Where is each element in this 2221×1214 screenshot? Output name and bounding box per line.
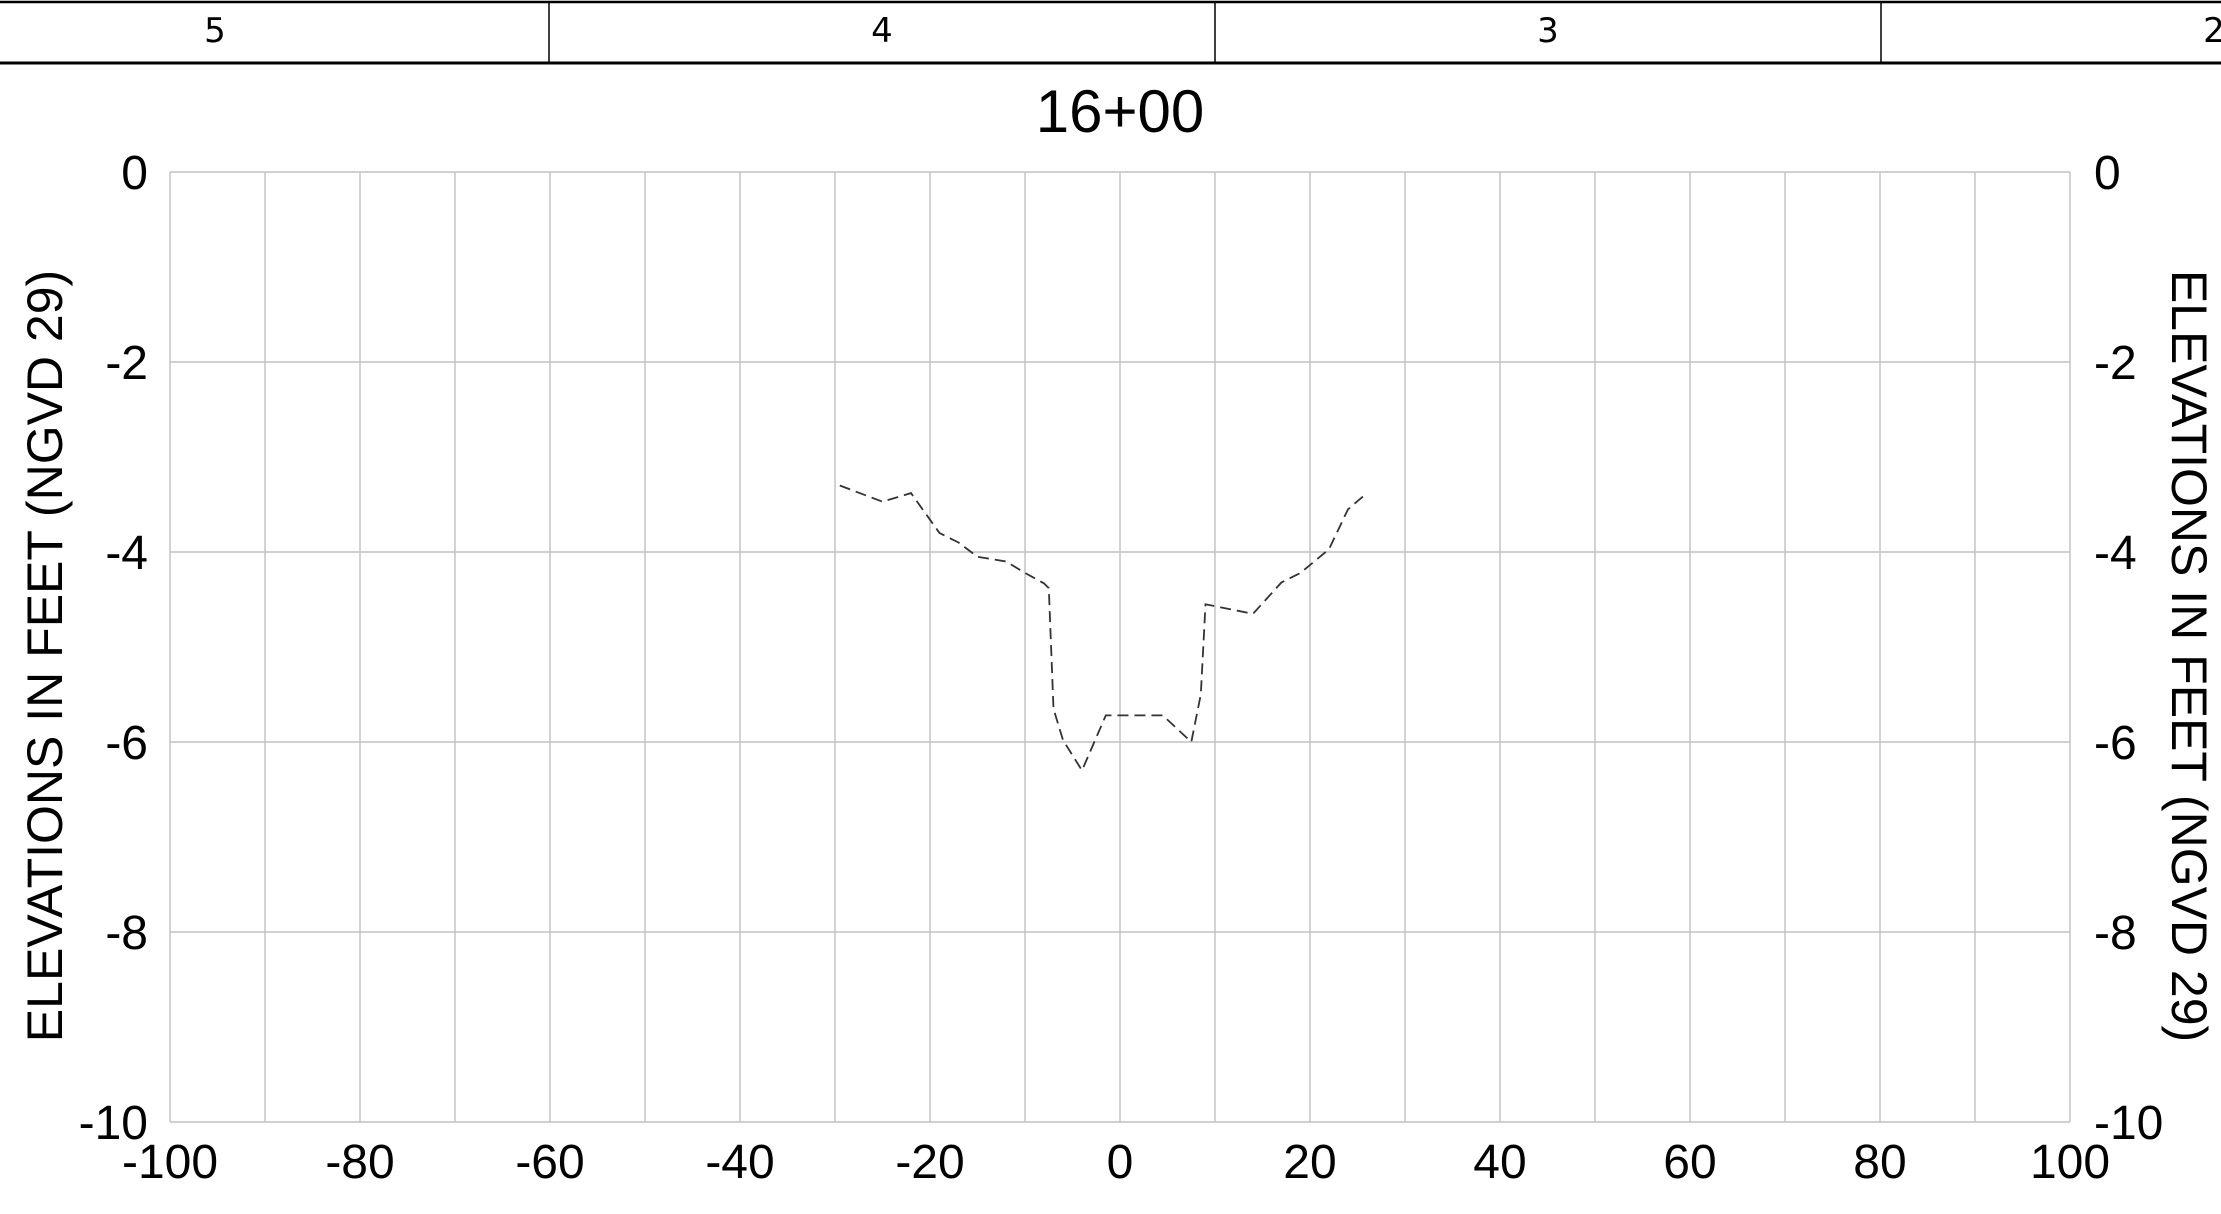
x-tick-label: 60	[1663, 1136, 1716, 1189]
x-tick-label: -20	[895, 1136, 964, 1189]
header-strip: 5 4 3 2	[0, 0, 2221, 65]
tick-labels: -100 -80 -60 -40 -20 0 20 40 60 80 100 0 0 -2 -2 -4 -4 -6…	[79, 147, 2164, 1189]
x-tick-label: 100	[2030, 1136, 2110, 1189]
x-tick-label: -40	[705, 1136, 774, 1189]
y-tick-label-right: -10	[2094, 1097, 2163, 1150]
y-tick-label-left: 0	[121, 147, 148, 200]
grid	[169, 171, 2071, 1123]
x-tick-label: -80	[325, 1136, 394, 1189]
y-tick-label-left: -6	[105, 717, 148, 770]
y-axis-label-left: ELEVATIONS IN FEET (NGVD 29)	[17, 270, 73, 1042]
y-tick-label-left: -10	[79, 1097, 148, 1150]
y-tick-label-left: -2	[105, 337, 148, 390]
y-axis-label-right: ELEVATIONS IN FEET (NGVD 29)	[2161, 270, 2217, 1042]
x-tick-label: 40	[1473, 1136, 1526, 1189]
x-tick-label: -60	[515, 1136, 584, 1189]
y-tick-label-right: -2	[2094, 337, 2137, 390]
header-cell-label: 5	[204, 11, 226, 51]
x-tick-label: 80	[1853, 1136, 1906, 1189]
y-tick-label-right: 0	[2094, 147, 2121, 200]
series-layer	[839, 484, 1368, 773]
header-cell-label: 2	[2203, 11, 2221, 51]
x-tick-label: -100	[122, 1136, 218, 1189]
chart-title: 16+00	[1036, 78, 1205, 145]
y-tick-label-right: -6	[2094, 717, 2137, 770]
x-tick-label: 20	[1283, 1136, 1336, 1189]
series-line	[839, 484, 1368, 773]
header-cell-label: 3	[1537, 11, 1559, 51]
header-cell-label: 4	[871, 11, 893, 51]
x-tick-label: 0	[1107, 1136, 1134, 1189]
y-tick-label-left: -8	[105, 907, 148, 960]
y-tick-label-right: -8	[2094, 907, 2137, 960]
y-tick-label-left: -4	[105, 527, 148, 580]
y-tick-label-right: -4	[2094, 527, 2137, 580]
